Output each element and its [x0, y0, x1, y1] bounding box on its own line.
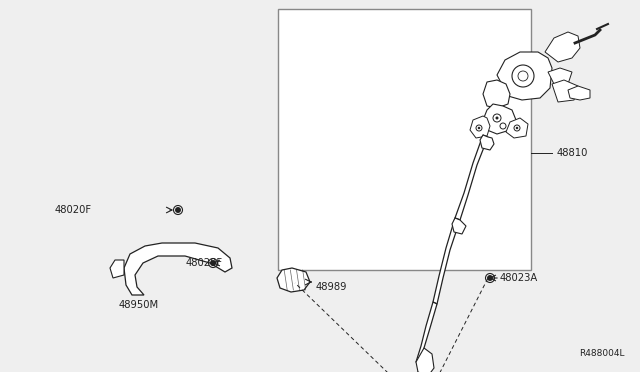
Polygon shape [455, 135, 488, 220]
Polygon shape [545, 32, 580, 62]
Polygon shape [552, 80, 578, 102]
Ellipse shape [493, 114, 501, 122]
Text: 48989: 48989 [316, 282, 348, 292]
Ellipse shape [476, 125, 482, 131]
Text: 48020F: 48020F [54, 205, 92, 215]
Circle shape [488, 276, 492, 280]
Text: 48950M: 48950M [118, 300, 159, 310]
Ellipse shape [495, 116, 499, 119]
Polygon shape [124, 243, 232, 295]
Ellipse shape [512, 65, 534, 87]
Text: 48023A: 48023A [500, 273, 538, 283]
Bar [278, 9, 531, 270]
Polygon shape [483, 104, 516, 134]
Polygon shape [433, 218, 460, 304]
Circle shape [176, 208, 180, 212]
Polygon shape [110, 260, 124, 278]
Ellipse shape [477, 127, 480, 129]
Circle shape [211, 261, 215, 265]
Polygon shape [470, 116, 490, 138]
Polygon shape [506, 118, 528, 138]
Ellipse shape [514, 125, 520, 131]
Text: R488004L: R488004L [579, 349, 625, 358]
Polygon shape [548, 68, 572, 86]
Polygon shape [452, 218, 466, 234]
Polygon shape [568, 86, 590, 100]
Polygon shape [416, 348, 434, 372]
Ellipse shape [500, 123, 506, 129]
Ellipse shape [518, 71, 528, 81]
Text: 48020F: 48020F [186, 258, 223, 268]
Polygon shape [416, 302, 437, 364]
Polygon shape [277, 268, 310, 292]
Polygon shape [497, 52, 552, 100]
Ellipse shape [516, 127, 518, 129]
Polygon shape [480, 135, 494, 150]
Text: 48810: 48810 [557, 148, 588, 157]
Polygon shape [483, 80, 510, 108]
